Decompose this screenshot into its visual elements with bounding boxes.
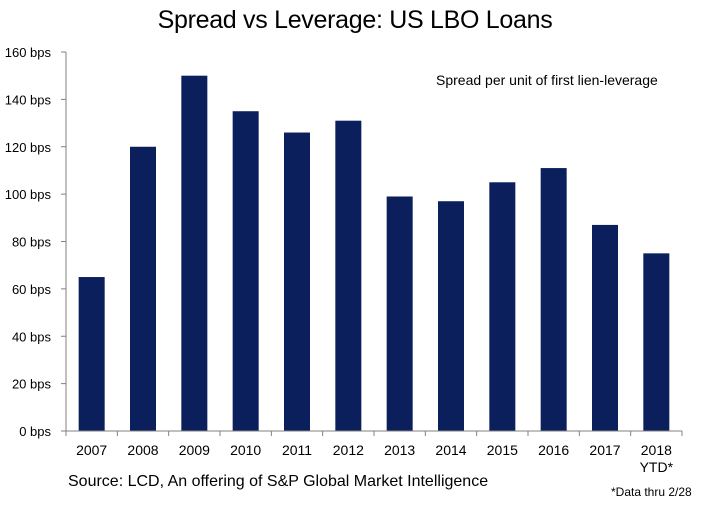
x-axis: 2007 2008 2009 2010 2011 2012 2013 2014 2015 2016… (65, 430, 683, 475)
x-tick-label: 2009 (179, 442, 210, 458)
x-tick-label: 2018 YTD* (640, 442, 674, 475)
bar-2014 (438, 201, 464, 431)
y-tick-label: 140 bps (5, 92, 52, 107)
footnote: *Data thru 2/28 (611, 485, 692, 499)
x-tick-label: 2007 (76, 442, 107, 458)
y-tick-label: 80 bps (12, 235, 52, 250)
bar-2013 (386, 196, 413, 431)
source-note: Source: LCD, An offering of S&P Global M… (68, 473, 489, 490)
bar-2008 (130, 146, 156, 431)
x-tick-label: 2015 (487, 442, 518, 458)
y-tick-label: 40 bps (12, 329, 52, 344)
bar-2009 (181, 75, 208, 431)
x-tick-label: 2016 (538, 442, 569, 458)
y-tick-label: 100 bps (5, 187, 52, 202)
y-tick-label: 120 bps (5, 140, 52, 155)
x-tick-label: 2014 (435, 442, 466, 458)
y-tick-label: 160 bps (5, 45, 52, 60)
y-tick-label: 0 bps (19, 424, 51, 439)
x-tick-label: 2012 (333, 442, 364, 458)
y-tick-label: 60 bps (12, 282, 52, 297)
bar-2017 (592, 224, 618, 431)
bar-2007 (78, 277, 105, 431)
bar-2011 (284, 132, 310, 431)
bar-2018 (643, 253, 670, 431)
bar-2016 (540, 168, 567, 431)
bar-2015 (489, 182, 516, 431)
bar-2012 (335, 120, 362, 431)
bars-group (78, 75, 670, 431)
chart-title: Spread vs Leverage: US LBO Loans (157, 6, 553, 34)
x-tick-label: 2008 (127, 442, 158, 458)
y-axis: 0 bps 20 bps 40 bps 60 bps 80 bps 100 bps 120 … (5, 45, 67, 439)
x-tick-label: 2010 (230, 442, 261, 458)
x-tick-label: 2013 (384, 442, 415, 458)
y-tick-label: 20 bps (12, 377, 52, 392)
chart-annotation: Spread per unit of first lien-leverage (436, 72, 658, 88)
x-tick-label: 2011 (282, 442, 312, 458)
bar-2010 (232, 111, 259, 431)
x-tick-label: 2017 (589, 442, 620, 458)
